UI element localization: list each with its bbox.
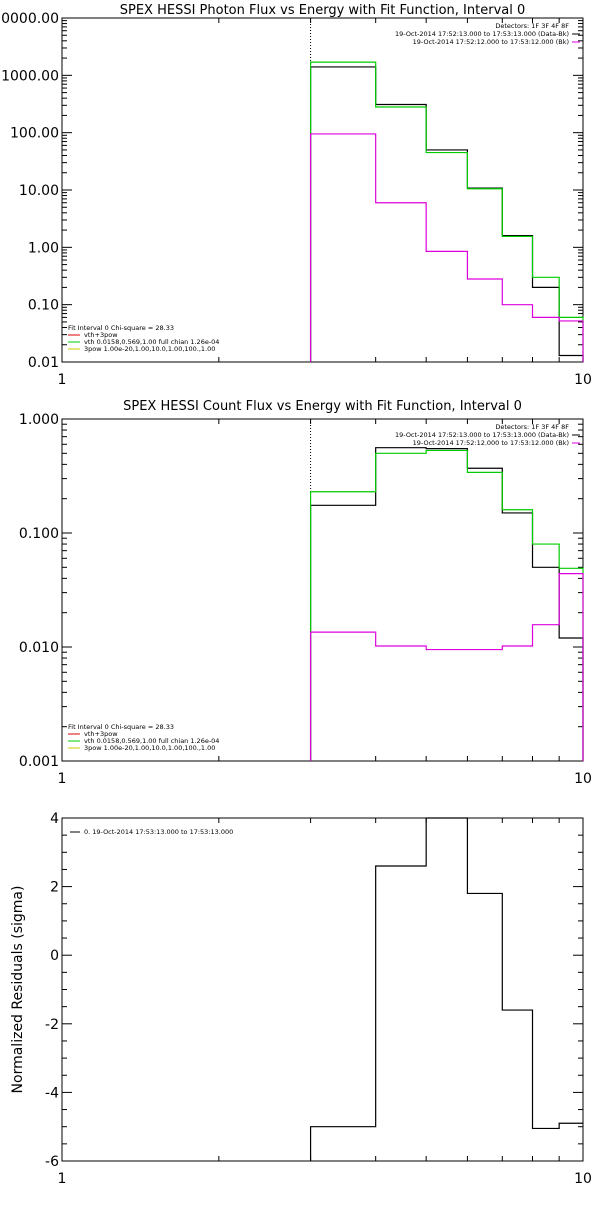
y-tick-label: 0.010 bbox=[19, 640, 59, 656]
series-1-step-line bbox=[309, 447, 584, 761]
plot-frame bbox=[61, 817, 584, 1162]
legend-entry: 19-Oct-2014 17:52:13.000 to 17:53:13.000… bbox=[395, 30, 569, 38]
y-tick-label: -6 bbox=[45, 1154, 59, 1170]
legend-entry: 3pow 1.00e-20,1.00,10.0,1.00,100.,1.00 bbox=[84, 744, 215, 752]
x-tick-label: 1 bbox=[58, 1171, 67, 1187]
y-tick-label: 10.00 bbox=[19, 183, 59, 199]
chart-panel-3: 1 10 -6 -4 -2 0 2 4 Normalized Residuals (sigma)… bbox=[10, 811, 592, 1187]
legend-entry: Fit Interval 0 Chi-square = 28.33 bbox=[68, 723, 174, 731]
y-axis-label: Normalized Residuals (sigma) bbox=[10, 886, 26, 1094]
legend-entry: 0. 19-Oct-2014 17:53:13.000 to 17:53:13.… bbox=[84, 828, 233, 836]
y-tick-label: 0.100 bbox=[19, 526, 59, 542]
chart-title: SPEX HESSI Count Flux vs Energy with Fit… bbox=[123, 399, 522, 414]
x-tick-label: 10 bbox=[574, 372, 592, 388]
y-tick-label: 1000.00 bbox=[1, 68, 59, 84]
y-tick-label: -4 bbox=[45, 1085, 59, 1101]
y-tick-label: 4 bbox=[50, 811, 59, 827]
legend-entry: vth 0.0158,0.569,1.00 full chian 1.26e-0… bbox=[84, 737, 219, 745]
y-tick-label: 0.10 bbox=[28, 298, 59, 314]
plot-frame bbox=[61, 418, 584, 762]
legend-entry: 19-Oct-2014 17:52:13.000 to 17:53:13.000… bbox=[395, 431, 569, 439]
legend-entry: vth+3pow bbox=[84, 730, 118, 738]
plot-frame bbox=[61, 17, 584, 363]
y-tick-label: 100.00 bbox=[10, 126, 59, 142]
series-3-step-line bbox=[309, 573, 584, 761]
series-2-step-line bbox=[309, 449, 584, 761]
x-tick-label: 1 bbox=[58, 372, 67, 388]
legend-entry: 3pow 1.00e-20,1.00,10.0,1.00,100.,1.00 bbox=[84, 345, 215, 353]
legend-entry: Fit Interval 0 Chi-square = 28.33 bbox=[68, 324, 174, 332]
y-tick-label: 1.000 bbox=[19, 412, 59, 428]
series-3-step-line bbox=[309, 133, 584, 362]
legend-entry: 19-Oct-2014 17:52:12.000 to 17:53:12.000… bbox=[413, 38, 569, 46]
chart-panel-1: SPEX HESSI Photon Flux vs Energy with Fi… bbox=[1, 3, 592, 388]
x-tick-label: 10 bbox=[574, 1171, 592, 1187]
y-tick-label: 0 bbox=[50, 948, 59, 964]
y-tick-label: 0.001 bbox=[19, 754, 59, 770]
legend-entry: vth 0.0158,0.569,1.00 full chian 1.26e-0… bbox=[84, 338, 219, 346]
x-tick-label: 10 bbox=[574, 771, 592, 787]
legend-entry: 19-Oct-2014 17:52:12.000 to 17:53:12.000… bbox=[413, 439, 569, 447]
y-tick-label: 0000.00 bbox=[1, 11, 59, 27]
y-tick-label: 1.00 bbox=[28, 240, 59, 256]
chart-title: SPEX HESSI Photon Flux vs Energy with Fi… bbox=[120, 3, 526, 18]
y-tick-label: 2 bbox=[50, 880, 59, 896]
chart-panel-2: SPEX HESSI Count Flux vs Energy with Fit… bbox=[19, 399, 592, 787]
series-2-step-line bbox=[309, 61, 584, 362]
legend-entry: vth+3pow bbox=[84, 331, 118, 339]
legend-entry: Detectors: 1F 3F 4F 8F bbox=[495, 22, 569, 30]
series-1-step-line bbox=[309, 817, 583, 1161]
legend-entry: Detectors: 1F 3F 4F 8F bbox=[495, 423, 569, 431]
x-tick-label: 1 bbox=[58, 771, 67, 787]
y-tick-label: 0.01 bbox=[28, 355, 59, 371]
y-tick-label: -2 bbox=[45, 1017, 59, 1033]
